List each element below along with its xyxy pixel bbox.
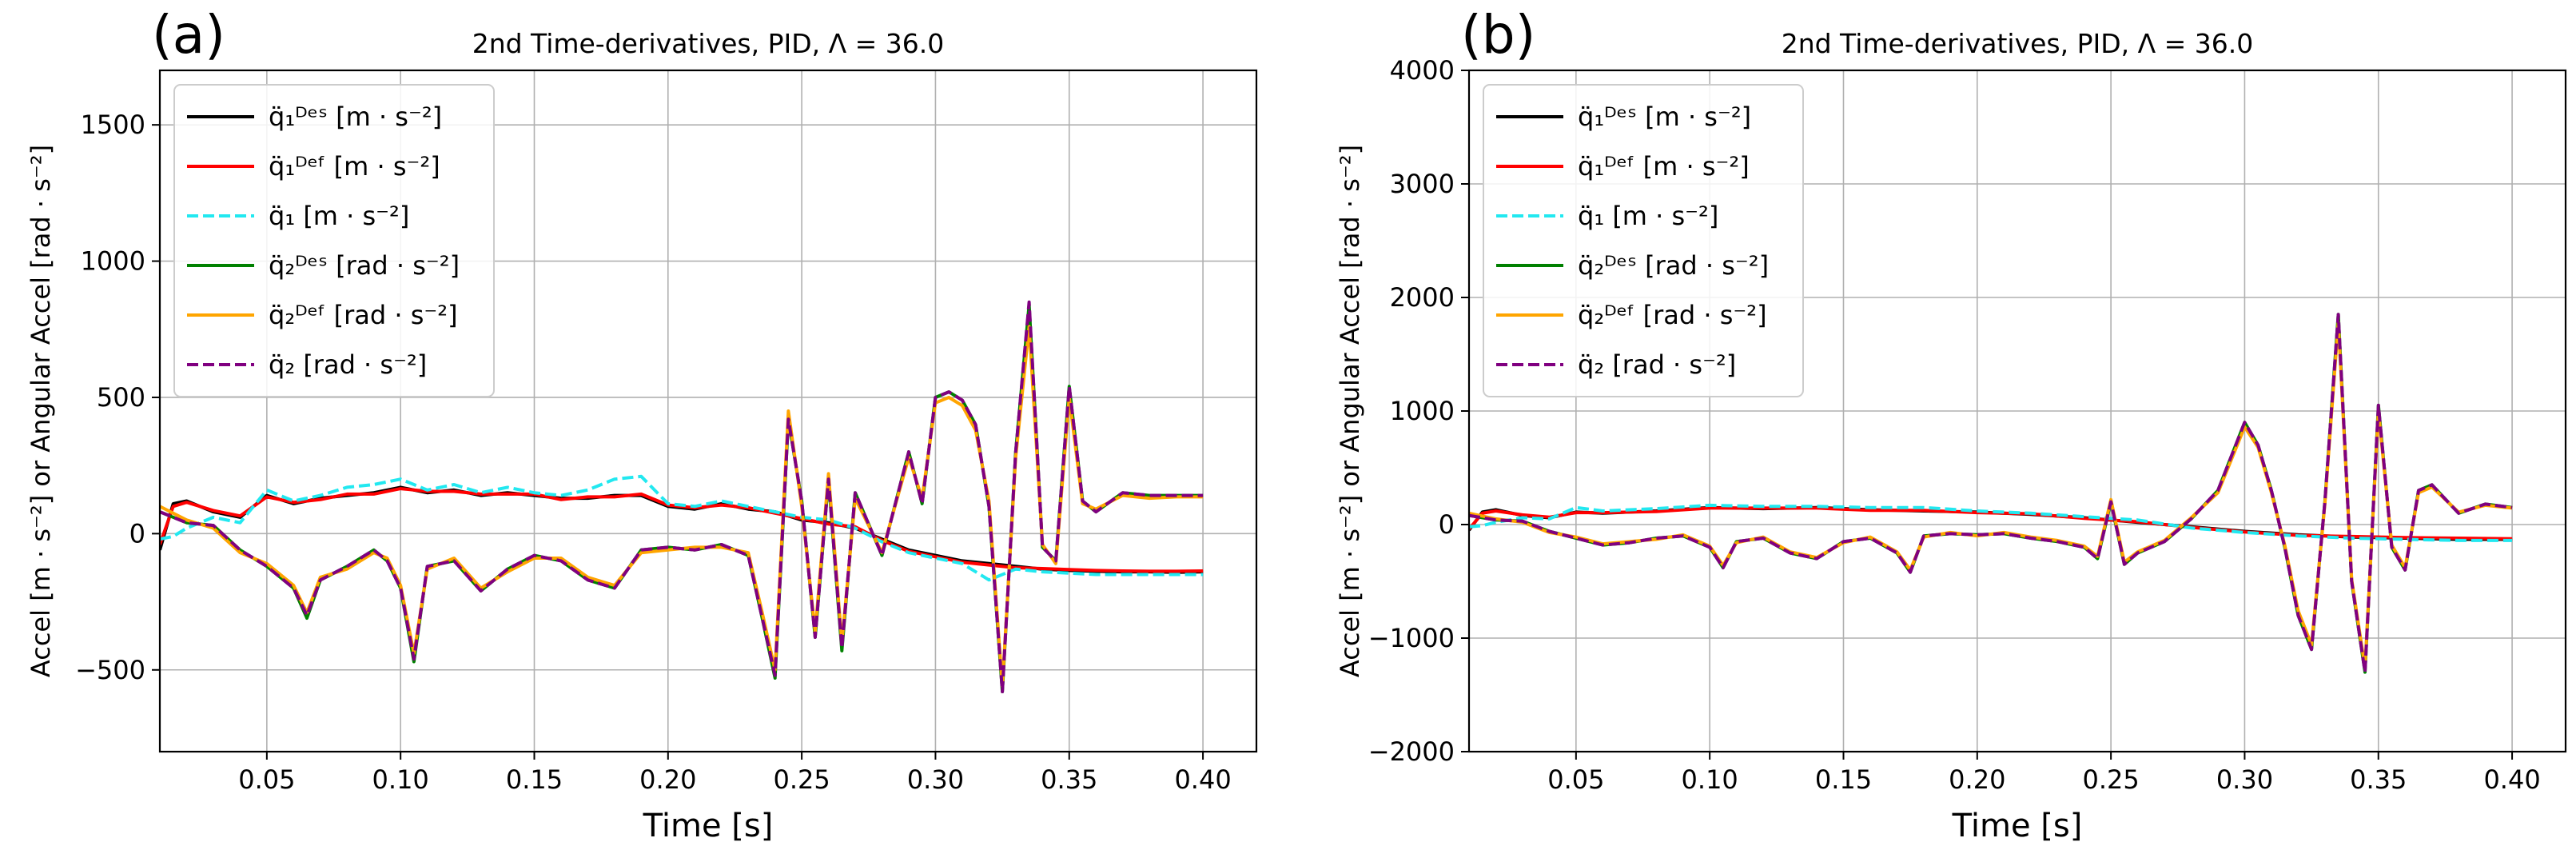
panel-label: (b)	[1461, 4, 1535, 66]
panel-label: (a)	[152, 4, 225, 66]
y-tick-label: 1500	[81, 110, 145, 140]
series-line-2	[1469, 506, 2513, 541]
series-line-6	[160, 300, 1204, 693]
legend-entry: q̈₁ᴰᵉˢ [m · s⁻²]	[269, 102, 442, 132]
y-tick-label: 2000	[1390, 282, 1455, 313]
y-tick-label: 3000	[1390, 169, 1455, 199]
x-tick-label: 0.30	[2216, 764, 2273, 795]
y-tick-label: 1000	[81, 246, 145, 277]
legend-entry: q̈₁ᴰᵉˢ [m · s⁻²]	[1578, 102, 1751, 132]
x-tick-label: 0.40	[2483, 764, 2540, 795]
legend-entry: q̈₂ᴰᵉᶠ [rad · s⁻²]	[1578, 300, 1767, 330]
x-tick-label: 0.20	[639, 764, 696, 795]
axes-frame	[158, 69, 1258, 753]
legend-entry: q̈₁ᴰᵉᶠ [m · s⁻²]	[269, 151, 440, 182]
x-tick-label: 0.15	[506, 764, 563, 795]
x-tick-label: 0.10	[1682, 764, 1738, 795]
plot-area	[1469, 313, 2513, 674]
legend-entry: q̈₁ᴰᵉᶠ [m · s⁻²]	[1578, 151, 1750, 182]
legend-entry: q̈₁ [m · s⁻²]	[269, 201, 409, 231]
legend-box	[1483, 84, 1804, 397]
y-tick-label: 1000	[1390, 396, 1455, 426]
legend-entry: q̈₂ᴰᵉˢ [rad · s⁻²]	[269, 250, 460, 281]
x-tick-label: 0.30	[907, 764, 964, 795]
y-tick-label: 0	[1439, 509, 1455, 540]
x-tick-label: 0.05	[238, 764, 295, 795]
x-tick-label: 0.05	[1547, 764, 1604, 795]
chart-panel-b: 0.05 0.10 0.15 0.20 0.25 0.30 0.35 0.40 −2000 −10…	[1335, 4, 2567, 844]
y-tick-label: −2000	[1368, 736, 1455, 767]
y-tick-label: 4000	[1390, 55, 1455, 86]
x-tick-label: 0.25	[2082, 764, 2139, 795]
legend-entry: q̈₁ [m · s⁻²]	[1578, 201, 1718, 231]
x-tick-label: 0.35	[2350, 764, 2407, 795]
x-tick-label: 0.25	[773, 764, 830, 795]
x-tick-label: 0.10	[372, 764, 429, 795]
x-tick-label: 0.20	[1949, 764, 2005, 795]
series-line-2	[160, 487, 1204, 573]
series-line-6	[1469, 313, 2513, 674]
y-axis-label: Accel [m · s⁻²] or Angular Accel [rad · …	[26, 145, 56, 677]
legend-entry: q̈₂ [rad · s⁻²]	[1578, 349, 1736, 380]
chart-title: 2nd Time-derivatives, PID, Λ = 36.0	[472, 28, 945, 59]
y-axis-label: Accel [m · s⁻²] or Angular Accel [rad · …	[1335, 145, 1365, 677]
series-line-3	[160, 474, 1204, 582]
legend: q̈₁ᴰᵉˢ [m · s⁻²] q̈₁ᴰᵉᶠ [m · s⁻²] q̈₁ [m ·…	[173, 84, 495, 397]
legend-entry: q̈₂ᴰᵉᶠ [rad · s⁻²]	[269, 300, 458, 330]
x-axis-label: Time [s]	[643, 808, 774, 844]
chart-title: 2nd Time-derivatives, PID, Λ = 36.0	[1782, 28, 2254, 59]
x-tick-label: 0.35	[1041, 764, 1097, 795]
legend-entry: q̈₂ [rad · s⁻²]	[269, 349, 427, 380]
legend: q̈₁ᴰᵉˢ [m · s⁻²] q̈₁ᴰᵉᶠ [m · s⁻²] q̈₁ [m ·…	[1483, 84, 1804, 397]
legend-entry: q̈₂ᴰᵉˢ [rad · s⁻²]	[1578, 250, 1769, 281]
chart-panel-a: 0.05 0.10 0.15 0.20 0.25 0.30 0.35 0.40 −500 0 500…	[26, 4, 1258, 844]
x-axis-label: Time [s]	[1952, 808, 2083, 844]
x-tick-label: 0.15	[1815, 764, 1872, 795]
y-tick-label: −500	[75, 655, 145, 685]
axes-frame	[1467, 69, 2567, 753]
y-tick-label: −1000	[1368, 623, 1455, 653]
plot-area	[160, 300, 1204, 693]
y-tick-label: 0	[129, 518, 145, 549]
y-tick-label: 500	[97, 382, 145, 413]
legend-box	[173, 84, 495, 397]
x-tick-label: 0.40	[1174, 764, 1231, 795]
